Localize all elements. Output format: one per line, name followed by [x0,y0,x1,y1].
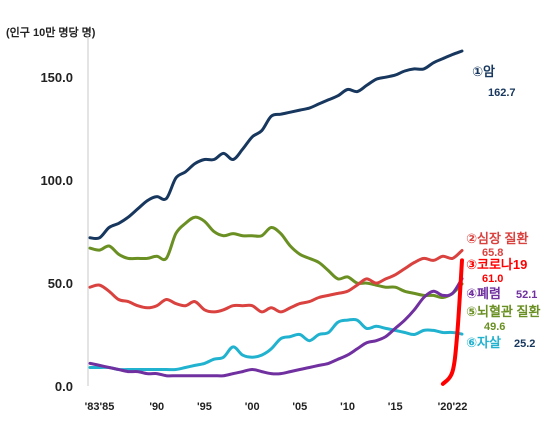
series-line-3 [440,258,464,386]
series-value-label: 61.0 [482,273,503,285]
unit-label: (인구 10만 명당 명) [6,25,96,39]
x-tick-label: '20'22 [438,401,468,413]
series-line-5 [88,215,464,300]
series-value-label: 49.6 [484,321,505,333]
y-tick-label: 50.0 [48,276,73,291]
series-lines [88,49,464,386]
series-name-label: ⑤뇌혈관 질환 [466,304,540,319]
series-line-1 [88,49,464,241]
series-name-label: ⑥자살 [466,335,501,350]
series-line-4 [88,277,464,378]
series-line-6 [88,317,464,372]
x-tick-labels: '83'85 '90 '95 '00 '05 '10 '15 '20'22 [85,401,468,413]
x-tick-label: '10 [340,401,355,413]
x-tick-label: '95 [197,401,212,413]
series-value-label: 52.1 [516,289,537,301]
x-tick-label: '00 [245,401,260,413]
series-value-label: 65.8 [482,247,503,259]
x-tick-label: '15 [388,401,403,413]
y-tick-labels: 0.0 50.0 100.0 150.0 [40,70,73,394]
x-tick-label: '90 [149,401,164,413]
series-value-label: 25.2 [514,338,535,350]
x-tick-label: '05 [292,401,307,413]
y-tick-label: 100.0 [40,173,73,188]
series-name-label: ④폐렴 [466,286,501,301]
y-tick-label: 150.0 [40,70,73,85]
series-name-label: ①암 [472,64,495,79]
series-name-label: ②심장 질환 [466,231,528,246]
series-line-2 [88,249,464,314]
series-value-label: 162.7 [488,87,516,99]
y-tick-label: 0.0 [55,379,73,394]
x-tick-label: '83'85 [85,401,115,413]
series-name-label: ③코로나19 [466,257,527,272]
